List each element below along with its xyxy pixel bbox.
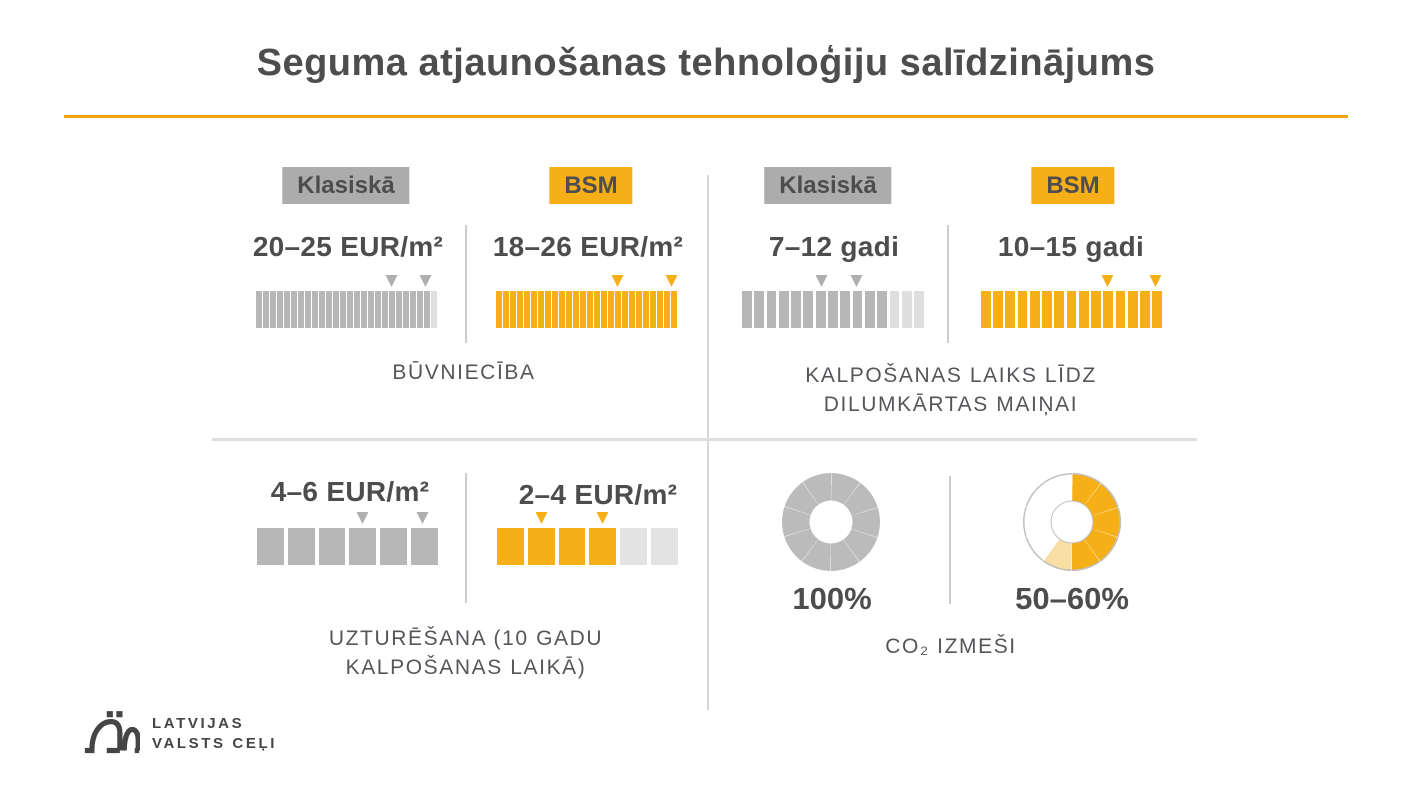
main-horizontal-divider (212, 438, 1197, 441)
caption-maintenance: UZTURĒŠANA (10 GADU KALPOŠANAS LAIKĀ) (329, 624, 603, 682)
range-strip-construction-bsm (496, 274, 678, 328)
value-service-life-bsm: 10–15 gadi (997, 231, 1145, 262)
range-strip-service-life-classic (742, 274, 924, 328)
inner-divider-construction (465, 225, 467, 343)
inner-divider-service-life (947, 225, 949, 343)
value-maintenance-bsm: 2–4 EUR/m² (518, 479, 678, 510)
range-markers (256, 274, 437, 288)
badge-classic-service-life: Klasiskā (764, 167, 892, 204)
strip-segments (257, 528, 438, 565)
badge-bsm-service-life: BSM (1031, 167, 1115, 204)
inner-divider-co2 (949, 476, 951, 604)
title-underline (64, 115, 1348, 118)
range-strip-maintenance-classic (257, 511, 438, 565)
value-service-life-classic: 7–12 gadi (768, 231, 900, 262)
metric-co2-classic: 100% (792, 581, 872, 616)
badge-bsm-construction: BSM (549, 167, 633, 204)
value-construction-bsm: 18–26 EUR/m² (492, 231, 684, 262)
range-strip-maintenance-bsm (497, 511, 678, 565)
badge-classic-construction: Klasiskā (282, 167, 410, 204)
lvc-arches-icon (84, 710, 141, 761)
strip-segments (256, 291, 437, 328)
range-markers (497, 511, 678, 525)
caption-service-life: KALPOŠANAS LAIKS LĪDZ DILUMKĀRTAS MAIŅAI (805, 361, 1097, 419)
range-markers (257, 511, 438, 525)
strip-segments (496, 291, 677, 328)
donut-hole (809, 500, 853, 544)
page-title: Seguma atjaunošanas tehnoloģiju salīdzin… (256, 42, 1156, 84)
value-maintenance-classic: 4–6 EUR/m² (270, 476, 430, 507)
logo-line2: VALSTS CEĻI (152, 735, 277, 752)
strip-segments (497, 528, 678, 565)
logo-line1: LATVIJAS (152, 715, 245, 732)
range-markers (496, 274, 678, 288)
donut-hole (1050, 500, 1094, 544)
caption-service-life-line2: DILUMKĀRTAS MAIŅAI (823, 393, 1079, 416)
caption-service-life-line1: KALPOŠANAS LAIKS LĪDZ (805, 364, 1097, 387)
range-markers (981, 274, 1162, 288)
donut-co2-classic (782, 473, 880, 571)
range-markers (742, 274, 924, 288)
donut-co2-bsm (1023, 473, 1121, 571)
range-strip-service-life-bsm (981, 274, 1163, 328)
inner-divider-maintenance (465, 473, 467, 603)
main-vertical-divider (707, 175, 709, 710)
value-construction-classic: 20–25 EUR/m² (252, 231, 444, 262)
metric-co2-bsm: 50–60% (1015, 581, 1129, 616)
caption-maintenance-line2: KALPOŠANAS LAIKĀ) (345, 656, 587, 679)
caption-maintenance-line1: UZTURĒŠANA (10 GADU (328, 627, 604, 650)
latvijas-valsts-celi-logo: LATVIJAS VALSTS CEĻI (84, 710, 277, 761)
logo-wordmark: LATVIJAS VALSTS CEĻI (152, 710, 277, 754)
strip-segments (981, 291, 1163, 328)
caption-co2: CO₂ IZMEŠI (885, 635, 1017, 658)
caption-construction: BŪVNIECĪBA (392, 361, 536, 384)
strip-segments (742, 291, 924, 328)
range-strip-construction-classic (256, 274, 437, 328)
